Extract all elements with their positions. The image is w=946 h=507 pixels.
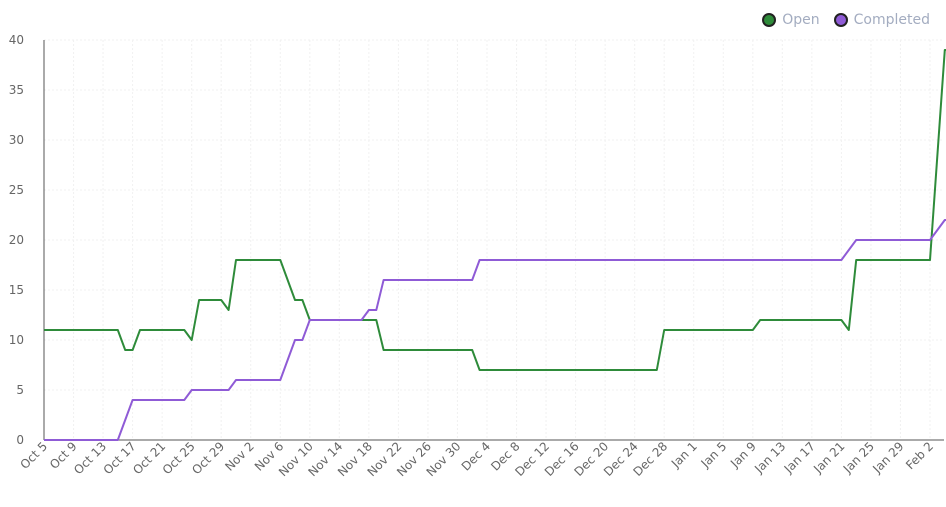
x-tick-label: Jan 21 xyxy=(810,439,847,476)
chart-legend: Open Completed xyxy=(762,12,930,28)
x-tick-label: Jan 29 xyxy=(869,439,906,476)
x-tick-label: Jan 1 xyxy=(668,439,700,471)
x-tick-label: Dec 4 xyxy=(459,439,493,473)
legend-item-open[interactable]: Open xyxy=(762,12,819,28)
series-line-open xyxy=(44,50,946,370)
y-tick-label: 0 xyxy=(16,433,24,447)
legend-open-marker xyxy=(762,13,776,27)
x-tick-label: Jan 13 xyxy=(751,439,788,476)
legend-completed-label: Completed xyxy=(854,12,930,28)
x-tick-label: Feb 2 xyxy=(903,439,936,472)
y-tick-label: 15 xyxy=(9,283,24,297)
y-tick-label: 10 xyxy=(9,333,24,347)
x-tick-label: Nov 2 xyxy=(222,439,257,474)
legend-open-label: Open xyxy=(782,12,819,28)
y-tick-label: 5 xyxy=(16,383,24,397)
legend-item-completed[interactable]: Completed xyxy=(834,12,930,28)
x-tick-label: Jan 25 xyxy=(840,439,877,476)
legend-completed-marker xyxy=(834,13,848,27)
y-tick-label: 25 xyxy=(9,183,24,197)
x-tick-label: Oct 29 xyxy=(189,439,227,477)
y-tick-label: 20 xyxy=(9,233,24,247)
y-tick-label: 30 xyxy=(9,133,24,147)
x-tick-label: Jan 5 xyxy=(698,439,730,471)
y-tick-label: 35 xyxy=(9,83,24,97)
x-tick-label: Jan 17 xyxy=(781,439,818,476)
y-tick-label: 40 xyxy=(9,33,24,47)
